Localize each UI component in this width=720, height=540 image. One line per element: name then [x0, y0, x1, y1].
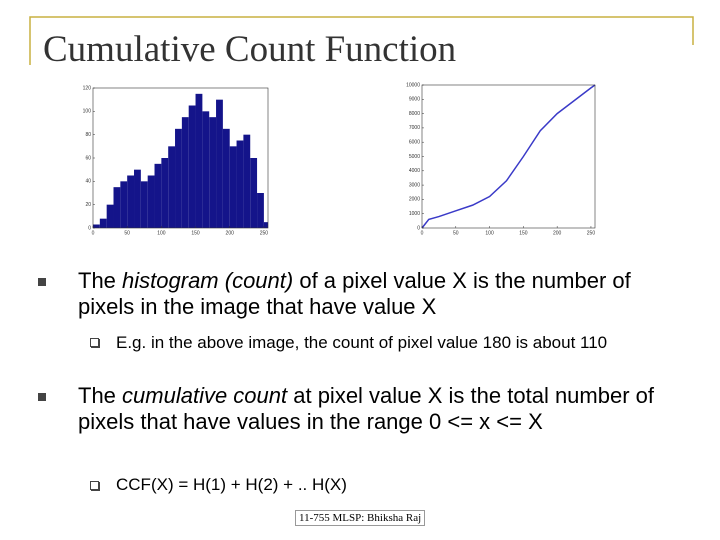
y-tick-label: 8000: [409, 111, 420, 117]
histogram-bar: [209, 117, 217, 228]
y-tick-label: 9000: [409, 97, 420, 103]
x-tick-label: 200: [553, 230, 562, 236]
histogram-bar: [113, 187, 121, 228]
y-tick-label: 100: [83, 109, 92, 115]
y-tick-label: 0: [88, 225, 91, 231]
text: The: [78, 268, 123, 293]
sub-bullet-marker: [90, 481, 99, 490]
y-tick-label: 0: [417, 225, 420, 231]
histogram-bar: [243, 134, 251, 228]
histogram-bar: [99, 218, 107, 228]
emphasis: cumulative count: [122, 383, 288, 408]
text: at pixel value X is the total number of …: [78, 383, 654, 434]
histogram-bar: [120, 181, 128, 228]
x-tick-label: 100: [485, 230, 494, 236]
x-tick-label: 50: [124, 230, 130, 236]
histogram-bar: [140, 181, 148, 228]
histogram-bar: [154, 163, 162, 228]
y-tick-label: 1000: [409, 211, 420, 217]
histogram-bar: [134, 169, 141, 228]
y-tick-label: 80: [85, 132, 91, 138]
emphasis: histogram (count): [122, 268, 294, 293]
bullet: The cumulative count at pixel value X is…: [78, 383, 678, 435]
sub-bullet-marker: [90, 338, 99, 347]
bullet-marker: [38, 278, 46, 286]
histogram-bar: [250, 158, 258, 228]
histogram-bar: [263, 222, 268, 228]
y-tick-label: 20: [85, 202, 91, 208]
histogram-bar: [106, 204, 114, 228]
histogram-bar: [93, 224, 100, 228]
text: The: [78, 383, 123, 408]
y-tick-label: 7000: [409, 125, 420, 131]
histogram-bar: [181, 117, 189, 228]
footer: 11-755 MLSP: Bhiksha Raj: [295, 510, 426, 526]
sub-bullet: CCF(X) = H(1) + H(2) + .. H(X): [116, 475, 347, 494]
y-tick-label: 40: [85, 179, 91, 185]
histogram-bar: [168, 146, 176, 228]
slide-title: Cumulative Count Function: [43, 29, 457, 70]
histogram-bar: [236, 140, 244, 228]
histogram-bar: [229, 146, 237, 228]
y-tick-label: 2000: [409, 197, 420, 203]
x-tick-label: 150: [191, 230, 200, 236]
histogram-bar: [127, 175, 135, 228]
histogram-bar: [222, 128, 230, 228]
x-tick-label: 250: [587, 230, 596, 236]
histogram-bar: [161, 158, 169, 228]
histogram-bar: [202, 111, 210, 228]
x-tick-label: 200: [226, 230, 235, 236]
histogram-bar: [216, 99, 223, 229]
y-tick-label: 3000: [409, 182, 420, 188]
y-tick-label: 120: [83, 85, 92, 91]
x-tick-label: 100: [157, 230, 166, 236]
y-tick-label: 60: [85, 155, 91, 161]
plot-frame: [421, 84, 596, 229]
x-tick-label: 250: [260, 230, 269, 236]
y-tick-label: 10000: [406, 82, 420, 88]
cumulative-line: [421, 84, 596, 229]
x-tick-label: 0: [92, 230, 95, 236]
figures: 0 50 100 150 200 250 0 20 40 60 80 100 120 0 50 100 150 2…: [29, 16, 694, 236]
histogram-bar: [175, 128, 182, 228]
title-frame: [29, 16, 694, 65]
x-tick-label: 50: [453, 230, 459, 236]
histogram-bar: [195, 93, 203, 228]
bullet-marker: [38, 393, 46, 401]
y-tick-label: 5000: [409, 154, 420, 160]
text: of a pixel value X is the number of pixe…: [78, 268, 631, 319]
histogram-bar: [147, 175, 155, 228]
bullet: The histogram (count) of a pixel value X…: [78, 268, 678, 320]
y-tick-label: 6000: [409, 140, 420, 146]
x-tick-label: 150: [519, 230, 528, 236]
histogram-bar: [257, 193, 264, 228]
y-tick-label: 4000: [409, 168, 420, 174]
sub-bullet: E.g. in the above image, the count of pi…: [116, 333, 608, 352]
histogram-bar: [188, 105, 196, 228]
x-tick-label: 0: [421, 230, 424, 236]
